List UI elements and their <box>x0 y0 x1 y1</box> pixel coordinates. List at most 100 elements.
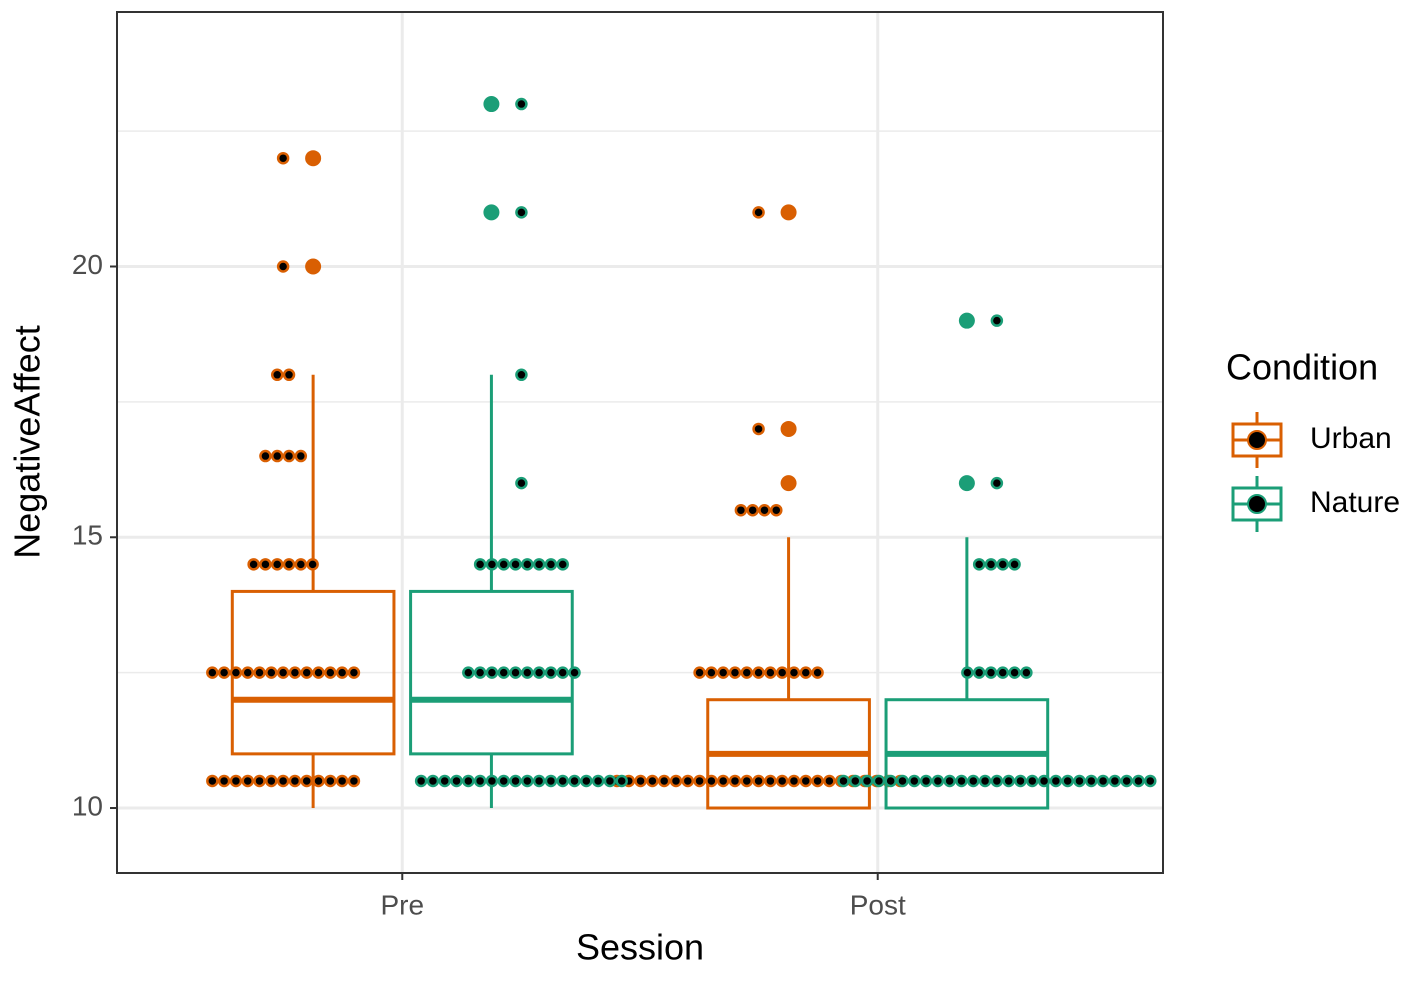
dot <box>544 558 558 571</box>
dot <box>544 774 558 788</box>
dot <box>265 666 278 679</box>
dot <box>811 666 824 679</box>
dot <box>884 774 897 788</box>
dot <box>556 666 569 679</box>
dot <box>972 666 986 679</box>
dot <box>849 774 862 788</box>
dot <box>693 774 706 788</box>
dot <box>752 666 765 679</box>
dot <box>253 774 266 788</box>
dot <box>931 774 945 788</box>
dot <box>414 774 428 788</box>
outlier <box>780 475 797 492</box>
dot <box>515 97 528 111</box>
dot <box>978 774 992 788</box>
outlier <box>958 475 975 492</box>
dot <box>1008 666 1021 679</box>
dot <box>288 774 302 788</box>
dot <box>996 558 1010 571</box>
dot <box>312 666 325 679</box>
dot <box>485 558 499 571</box>
y-axis-title: NegativeAffect <box>7 325 48 558</box>
dot <box>1014 774 1027 788</box>
dot <box>1061 774 1074 788</box>
dot <box>497 558 510 571</box>
dot <box>247 558 260 571</box>
dot <box>265 774 278 788</box>
dot <box>306 558 319 571</box>
dot <box>764 774 777 788</box>
dot <box>716 666 730 679</box>
dot <box>1073 774 1086 788</box>
dot <box>1037 774 1051 788</box>
legend-title: Condition <box>1226 347 1378 388</box>
dot <box>1049 774 1063 788</box>
dot <box>908 774 921 788</box>
dot <box>276 151 290 165</box>
dot <box>544 666 558 679</box>
dot <box>984 558 998 571</box>
dot <box>521 558 534 571</box>
dot <box>990 774 1004 788</box>
dot <box>556 774 569 788</box>
dot <box>473 774 487 788</box>
dot <box>217 666 231 679</box>
dot <box>961 666 974 679</box>
x-tick-label: Post <box>850 889 906 920</box>
dot <box>734 503 748 517</box>
dot <box>515 206 528 219</box>
x-axis-title: Session <box>576 927 704 968</box>
dot <box>770 503 783 517</box>
dot <box>984 666 998 679</box>
dot <box>1008 558 1021 571</box>
dot <box>1144 774 1157 788</box>
dot <box>716 774 730 788</box>
dot <box>1132 774 1145 788</box>
y-tick-label: 10 <box>72 790 103 821</box>
dot <box>270 449 284 463</box>
dot <box>728 666 742 679</box>
dot <box>282 449 296 463</box>
dot <box>276 666 290 679</box>
dot <box>515 476 528 490</box>
dot <box>775 774 789 788</box>
dot <box>764 666 777 679</box>
dot <box>775 666 789 679</box>
dot <box>253 666 266 679</box>
dot <box>746 503 759 517</box>
dot <box>556 558 569 571</box>
outlier <box>780 420 797 437</box>
dot <box>300 666 313 679</box>
dot <box>521 774 534 788</box>
dot <box>1120 774 1133 788</box>
dot <box>288 666 302 679</box>
dot <box>217 774 231 788</box>
dot <box>532 774 546 788</box>
dot <box>259 449 272 463</box>
dot <box>438 774 451 788</box>
dot <box>515 368 528 382</box>
dot <box>787 774 801 788</box>
legend-label: Urban <box>1310 422 1392 455</box>
dot <box>282 368 296 382</box>
dot <box>450 774 463 788</box>
dot <box>615 774 628 788</box>
dot <box>634 774 647 788</box>
dot <box>312 774 325 788</box>
dot <box>270 368 284 382</box>
dot <box>996 666 1010 679</box>
dot <box>324 774 337 788</box>
dot <box>580 774 593 788</box>
dot <box>294 449 308 463</box>
dot <box>657 774 671 788</box>
dot <box>919 774 933 788</box>
x-tick-label: Pre <box>380 889 424 920</box>
dot <box>568 774 581 788</box>
dot <box>276 260 290 273</box>
outlier <box>958 312 975 329</box>
dot <box>823 774 836 788</box>
outlier <box>780 204 797 221</box>
dot <box>872 774 886 788</box>
dot <box>485 666 499 679</box>
